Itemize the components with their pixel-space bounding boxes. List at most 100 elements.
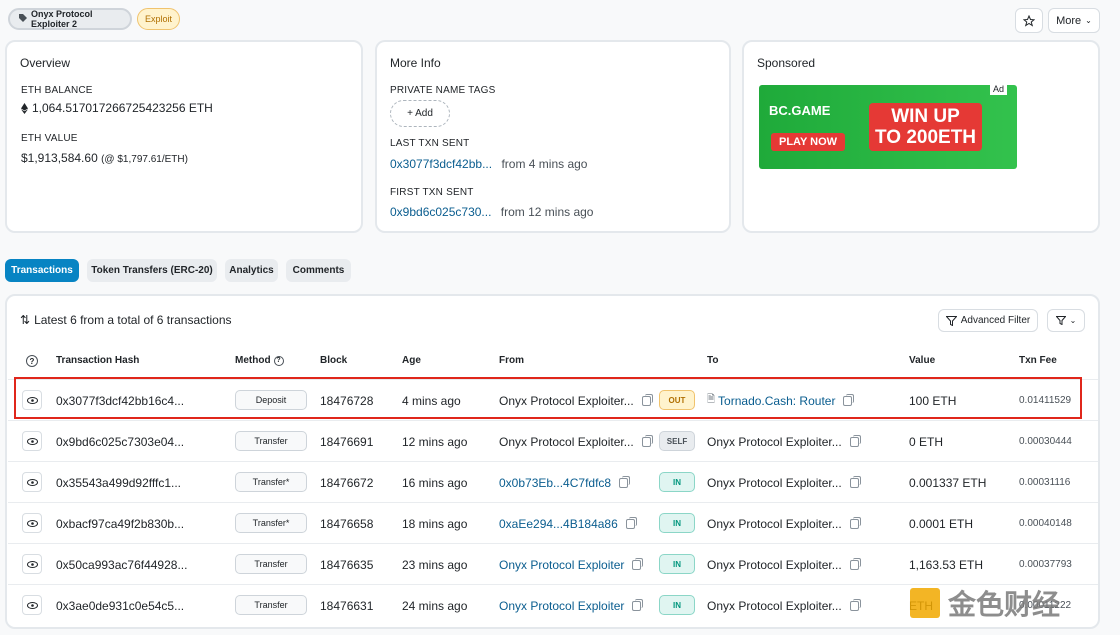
age-cell: 16 mins ago (402, 475, 468, 490)
more-label: More (1056, 14, 1082, 27)
from-cell: Onyx Protocol Exploiter... (499, 421, 653, 462)
block-link[interactable]: 18476672 (320, 475, 374, 490)
from-cell: 0x0b73Eb...4C7fdfc8 (499, 462, 631, 503)
exploit-tag[interactable]: Exploit (137, 8, 180, 30)
favorite-button[interactable] (1015, 8, 1043, 33)
to-address: Onyx Protocol Exploiter... (707, 516, 842, 531)
fee-cell: 0.00037793 (1019, 559, 1072, 570)
private-tags-label: PRIVATE NAME TAGS (390, 85, 496, 96)
col-hash: Transaction Hash (56, 355, 140, 366)
table-summary-text: Latest 6 from a total of 6 transactions (34, 313, 232, 327)
eye-icon (26, 560, 38, 568)
eth-value: $1,913,584.60 (@ $1,797.61/ETH) (21, 151, 188, 165)
copy-icon[interactable] (625, 516, 637, 529)
copy-icon[interactable] (641, 393, 653, 406)
preview-button[interactable] (22, 595, 42, 615)
table-row: 0x50ca993ac76f44928... Transfer 18476635 23… (8, 543, 1098, 584)
copy-icon[interactable] (632, 557, 644, 570)
eye-icon (26, 601, 38, 609)
preview-button[interactable] (22, 472, 42, 492)
last-txn-label: LAST TXN SENT (390, 138, 470, 149)
from-cell: Onyx Protocol Exploiter (499, 585, 644, 626)
txn-hash-link[interactable]: 0xbacf97ca49f2b830b... (56, 516, 185, 531)
first-txn-link[interactable]: 0x9bd6c025c730... (390, 205, 492, 219)
block-link[interactable]: 18476635 (320, 557, 374, 572)
from-cell: 0xaEe294...4B184a86 (499, 503, 637, 544)
tab-token-transfers[interactable]: Token Transfers (ERC-20) (87, 259, 217, 282)
more-button[interactable]: More ⌄ (1048, 8, 1100, 33)
advanced-filter-label: Advanced Filter (960, 315, 1031, 326)
fee-cell: 0.00040148 (1019, 518, 1072, 529)
advanced-filter-button[interactable]: Advanced Filter (938, 309, 1038, 332)
tab-analytics[interactable]: Analytics (225, 259, 278, 282)
copy-icon[interactable] (849, 434, 861, 447)
preview-button[interactable] (22, 513, 42, 533)
table-row: 0x35543a499d92fffc1... Transfer* 18476672 1… (8, 461, 1098, 502)
ad-headline-line1: WIN UP (891, 106, 960, 127)
filter-icon (945, 315, 957, 326)
tab-comments[interactable]: Comments (286, 259, 351, 282)
funnel-icon (1055, 316, 1066, 325)
name-tag[interactable]: Onyx Protocol Exploiter 2 (8, 8, 132, 30)
copy-icon[interactable] (619, 475, 631, 488)
value-cell: 1,163.53 ETH (909, 557, 984, 572)
col-fee[interactable]: Txn Fee (1019, 355, 1057, 366)
from-address[interactable]: Onyx Protocol Exploiter (499, 598, 625, 613)
copy-icon[interactable] (849, 598, 861, 611)
direction-badge: IN (659, 595, 695, 615)
preview-button[interactable] (22, 554, 42, 574)
method-badge: Transfer (235, 554, 307, 574)
txn-hash-link[interactable]: 0x35543a499d92fffc1... (56, 475, 182, 490)
eth-price: (@ $1,797.61/ETH) (101, 154, 188, 165)
tab-transactions[interactable]: Transactions (5, 259, 79, 282)
copy-icon[interactable] (849, 557, 861, 570)
direction-badge: OUT (659, 390, 695, 410)
tag-icon (19, 14, 27, 24)
help-icon[interactable]: ? (26, 355, 38, 367)
last-txn-link[interactable]: 0x3077f3dcf42bb... (390, 157, 493, 171)
copy-icon[interactable] (843, 393, 855, 406)
to-cell: Onyx Protocol Exploiter... (707, 544, 861, 585)
document-icon: 🗎 (707, 394, 716, 405)
value-cell: 100 ETH (909, 393, 957, 408)
filter-dropdown-button[interactable]: ⌄ (1047, 309, 1085, 332)
copy-icon[interactable] (641, 434, 653, 447)
info-icon[interactable]: ? (273, 355, 284, 366)
eye-icon (26, 478, 38, 486)
name-tag-label: Onyx Protocol Exploiter 2 (31, 9, 93, 29)
col-age[interactable]: Age (402, 355, 421, 366)
sponsored-title: Sponsored (757, 56, 816, 70)
eth-balance: 1,064.517017266725423256 ETH (21, 101, 213, 115)
copy-icon[interactable] (632, 598, 644, 611)
eth-balance-value: 1,064.517017266725423256 ETH (32, 101, 213, 115)
copy-icon[interactable] (849, 475, 861, 488)
from-address[interactable]: 0x0b73Eb...4C7fdfc8 (499, 475, 612, 490)
block-link[interactable]: 18476658 (320, 516, 374, 531)
table-row: 0x9bd6c025c7303e04... Transfer 18476691 12 … (8, 420, 1098, 461)
preview-button[interactable] (22, 431, 42, 451)
block-link[interactable]: 18476691 (320, 434, 374, 449)
to-address: Onyx Protocol Exploiter... (707, 434, 842, 449)
fee-cell: 0.00030444 (1019, 436, 1072, 447)
to-address: Onyx Protocol Exploiter... (707, 598, 842, 613)
block-link[interactable]: 18476631 (320, 598, 374, 613)
txn-hash-link[interactable]: 0x9bd6c025c7303e04... (56, 434, 185, 449)
to-cell: 🗎 Tornado.Cash: Router (707, 380, 855, 421)
txn-hash-link[interactable]: 0x50ca993ac76f44928... (56, 557, 188, 572)
method-badge: Transfer (235, 595, 307, 615)
sponsored-ad-banner[interactable]: Ad BC.GAME PLAY NOW WIN UP TO 200ETH (759, 85, 1017, 169)
preview-button[interactable] (22, 390, 42, 410)
direction-badge: IN (659, 513, 695, 533)
add-tag-button[interactable]: + Add (390, 100, 450, 127)
from-address[interactable]: 0xaEe294...4B184a86 (499, 516, 618, 531)
to-address[interactable]: Tornado.Cash: Router (718, 393, 836, 408)
to-cell: Onyx Protocol Exploiter... (707, 585, 861, 626)
value-cell: 0 ETH (909, 434, 944, 449)
table-row: 0xbacf97ca49f2b830b... Transfer* 18476658 1… (8, 502, 1098, 543)
watermark: 金色财经 (910, 583, 1060, 623)
copy-icon[interactable] (849, 516, 861, 529)
from-address[interactable]: Onyx Protocol Exploiter (499, 557, 625, 572)
block-link[interactable]: 18476728 (320, 393, 374, 408)
txn-hash-link[interactable]: 0x3077f3dcf42bb16c4... (56, 393, 185, 408)
txn-hash-link[interactable]: 0x3ae0de931c0e54c5... (56, 598, 185, 613)
